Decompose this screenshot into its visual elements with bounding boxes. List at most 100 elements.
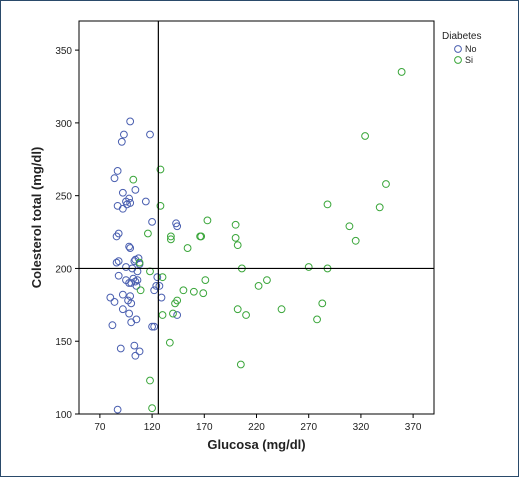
- y-axis-title: Colesterol total (mg/dl): [29, 147, 44, 289]
- data-point-no: [114, 257, 123, 266]
- data-point-si: [166, 232, 175, 241]
- data-point-si: [183, 244, 192, 252]
- data-point-no: [125, 309, 134, 318]
- data-point-si: [233, 241, 242, 250]
- legend-label-no: No: [465, 44, 477, 54]
- data-point-si: [263, 276, 271, 284]
- x-axis-title: Glucosa (mg/dl): [207, 437, 305, 452]
- data-point-si: [135, 258, 144, 267]
- data-point-si: [277, 305, 286, 314]
- data-point-no: [113, 405, 122, 414]
- data-point-si: [375, 203, 384, 212]
- data-point-si: [382, 180, 390, 188]
- x-tick-label: 70: [94, 422, 106, 433]
- data-point-si: [397, 68, 406, 76]
- data-point-si: [318, 299, 327, 308]
- data-point-no: [150, 286, 159, 295]
- data-point-no: [113, 167, 122, 175]
- data-point-si: [158, 273, 167, 282]
- data-point-no: [173, 222, 182, 231]
- data-point-no: [135, 347, 144, 356]
- data-point-no: [116, 344, 125, 353]
- data-point-si: [351, 236, 360, 245]
- data-point-si: [233, 305, 242, 314]
- y-tick-label: 100: [55, 410, 72, 421]
- data-point-no: [131, 351, 140, 360]
- data-point-no: [133, 276, 142, 284]
- data-point-si: [201, 276, 210, 284]
- data-point-no: [110, 298, 119, 306]
- data-point-no: [119, 130, 128, 139]
- data-point-no: [150, 322, 159, 331]
- data-point-no: [117, 137, 126, 146]
- data-point-si: [148, 404, 156, 413]
- data-point-si: [179, 286, 188, 295]
- x-tick-label: 270: [300, 422, 317, 433]
- data-point-si: [203, 216, 212, 225]
- y-tick-label: 200: [55, 264, 72, 275]
- data-point-si: [173, 296, 182, 305]
- x-tick-label: 370: [405, 422, 422, 433]
- data-point-no: [123, 200, 131, 209]
- data-point-si: [323, 200, 332, 209]
- data-point-si: [136, 286, 145, 295]
- data-point-no: [118, 290, 127, 299]
- data-point-si: [345, 222, 354, 231]
- legend-marker-no: [454, 45, 462, 53]
- data-point-no: [108, 321, 117, 330]
- legend-label-si: Si: [465, 55, 473, 65]
- data-point-no: [148, 217, 156, 226]
- data-point-no: [152, 282, 161, 290]
- data-point-no: [118, 305, 127, 314]
- data-point-no: [118, 204, 127, 213]
- data-point-si: [144, 229, 152, 238]
- data-point-no: [125, 242, 134, 251]
- data-point-si: [199, 289, 208, 298]
- data-point-no: [131, 185, 140, 194]
- data-point-no: [106, 293, 115, 302]
- data-point-no: [114, 271, 123, 280]
- x-tick-label: 170: [196, 422, 213, 433]
- data-point-no: [148, 322, 156, 331]
- data-point-si: [158, 311, 167, 319]
- data-point-si: [231, 220, 240, 229]
- data-point-no: [112, 258, 121, 267]
- data-point-no: [118, 188, 127, 197]
- data-point-si: [254, 282, 263, 290]
- data-point-no: [141, 197, 150, 206]
- data-point-no: [131, 277, 140, 286]
- data-point-si: [165, 338, 174, 347]
- data-point-si: [313, 315, 321, 324]
- data-point-no: [130, 341, 139, 350]
- data-point-si: [156, 165, 165, 174]
- x-tick-label: 320: [353, 422, 370, 433]
- x-tick-label: 120: [144, 422, 161, 433]
- data-point-no: [153, 273, 162, 282]
- data-point-si: [129, 175, 138, 184]
- y-tick-label: 250: [55, 192, 72, 203]
- data-point-no: [126, 117, 135, 126]
- data-point-si: [146, 376, 154, 385]
- y-tick-label: 350: [55, 46, 72, 57]
- data-point-no: [110, 174, 119, 183]
- data-point-si: [196, 232, 205, 241]
- data-point-no: [173, 311, 182, 319]
- data-point-si: [304, 263, 313, 271]
- legend-marker-si: [454, 56, 462, 64]
- data-point-si: [156, 201, 165, 210]
- data-point-no: [126, 244, 135, 252]
- data-point-si: [242, 311, 250, 319]
- data-point-no: [126, 292, 135, 301]
- legend-title: Diabetes: [442, 31, 481, 42]
- data-point-no: [127, 299, 136, 308]
- data-point-si: [231, 233, 240, 242]
- data-point-si: [361, 132, 369, 140]
- data-point-no: [146, 130, 154, 139]
- y-tick-label: 150: [55, 337, 72, 348]
- y-tick-label: 300: [55, 119, 72, 130]
- data-point-no: [127, 318, 136, 327]
- x-tick-label: 220: [248, 422, 265, 433]
- data-point-no: [114, 229, 123, 238]
- data-point-no: [155, 282, 164, 290]
